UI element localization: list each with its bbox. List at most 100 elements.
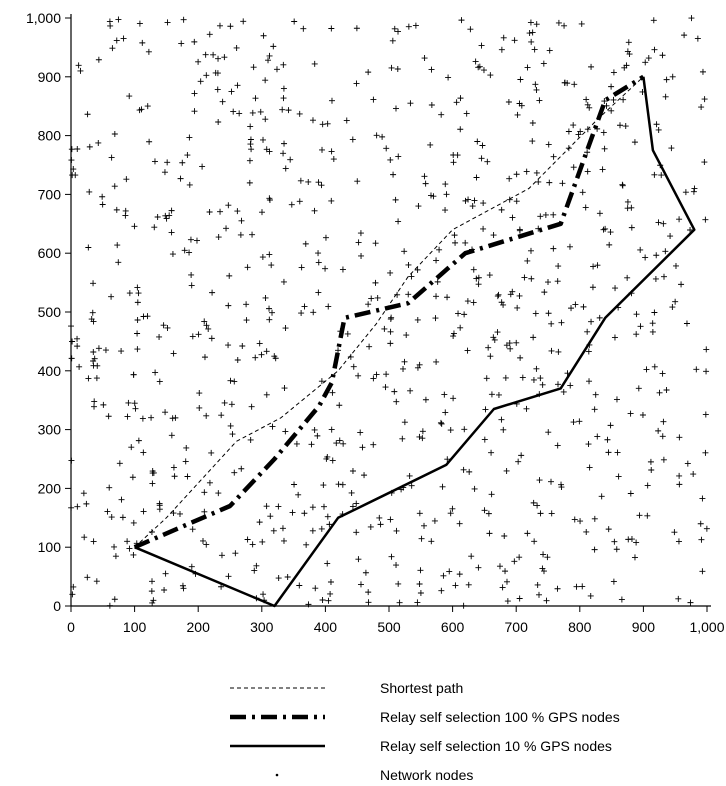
network-node-marker [203, 72, 210, 79]
network-node-marker [475, 281, 482, 288]
network-node-marker [416, 433, 423, 440]
network-node-marker [472, 58, 479, 65]
network-node-marker [596, 210, 603, 217]
network-node-marker [431, 517, 438, 524]
network-node-marker [475, 564, 482, 571]
network-node-marker [528, 275, 535, 282]
network-node-marker [339, 266, 346, 273]
x-axis-ticks: 0 100 200 300 400 500 600 700 800 900 1,000 [67, 606, 725, 635]
network-node-marker [494, 329, 501, 336]
network-node-marker [347, 353, 354, 360]
network-node-marker [134, 299, 141, 306]
network-node-marker [188, 271, 195, 278]
network-node-marker [293, 440, 300, 447]
network-node-marker [272, 355, 279, 362]
network-node-marker [328, 426, 335, 433]
legend-item-shortest-path: Shortest path [230, 680, 463, 696]
network-node-marker [329, 389, 336, 396]
network-node-marker [134, 346, 141, 353]
network-node-marker [86, 143, 93, 150]
network-node-marker [112, 553, 119, 560]
network-node-marker [318, 182, 325, 189]
network-node-marker [180, 585, 187, 592]
network-node-marker [74, 335, 81, 342]
network-node-marker [498, 416, 505, 423]
network-node-marker [571, 516, 578, 523]
network-node-marker [328, 148, 335, 155]
network-node-marker [280, 61, 287, 68]
network-node-marker [312, 585, 319, 592]
network-node-marker [262, 116, 269, 123]
network-node-marker [442, 181, 449, 188]
path-series [133, 74, 696, 608]
network-node-marker [287, 156, 294, 163]
network-node-marker [479, 142, 486, 149]
network-node-marker [166, 212, 173, 219]
network-node-marker [246, 157, 253, 164]
network-node-marker [430, 193, 437, 200]
network-node-marker [129, 474, 136, 481]
network-node-marker [324, 120, 331, 127]
network-node-marker [234, 208, 241, 215]
network-node-marker [627, 410, 634, 417]
x-tick-label: 800 [568, 619, 592, 635]
network-node-marker [534, 581, 541, 588]
network-node-marker [160, 322, 167, 329]
network-node-marker [309, 117, 316, 124]
network-node-marker [247, 123, 254, 130]
network-node-marker [548, 510, 555, 517]
network-node-marker [701, 96, 708, 103]
network-node-marker [85, 375, 92, 382]
network-node-marker [418, 535, 425, 542]
network-node-marker [509, 288, 516, 295]
network-node-marker [414, 266, 421, 273]
network-node-marker [401, 419, 408, 426]
network-node-marker [370, 375, 377, 382]
network-node-marker [357, 230, 364, 237]
network-node-marker [191, 90, 198, 97]
network-node-marker [517, 76, 524, 83]
y-tick-label: 1,000 [26, 10, 61, 26]
network-node-marker [339, 481, 346, 488]
network-node-marker [462, 239, 469, 246]
network-node-marker [349, 503, 356, 510]
network-node-marker [99, 193, 106, 200]
network-node-marker [208, 449, 215, 456]
network-node-marker [660, 273, 667, 280]
network-node-marker [681, 32, 688, 39]
network-node-marker [169, 251, 176, 258]
network-node-marker [516, 292, 523, 299]
network-node-marker [496, 563, 503, 570]
network-node-marker [481, 507, 488, 514]
network-node-marker [221, 399, 228, 406]
network-node-marker [343, 117, 350, 124]
network-node-marker [473, 174, 480, 181]
legend-item-relay-10: Relay self selection 10 % GPS nodes [230, 738, 612, 754]
network-node-marker [422, 396, 429, 403]
network-node-marker [651, 363, 658, 370]
network-node-marker [248, 146, 255, 153]
network-node-marker [252, 95, 259, 102]
network-node-marker [469, 203, 476, 210]
network-node-marker [523, 168, 530, 175]
network-node-marker [260, 32, 267, 39]
network-node-marker [622, 123, 629, 130]
network-node-marker [530, 376, 537, 383]
network-node-marker [639, 411, 646, 418]
network-node-marker [570, 164, 577, 171]
network-node-marker [684, 460, 691, 467]
network-node-marker [703, 346, 710, 353]
network-node-marker [357, 581, 364, 588]
network-node-marker [238, 217, 245, 224]
network-node-marker [395, 28, 402, 35]
network-node-marker [327, 578, 334, 585]
network-node-marker [524, 64, 531, 71]
network-node-marker [485, 344, 492, 351]
network-node-marker [265, 57, 272, 64]
network-node-marker [506, 196, 513, 203]
network-node-marker [201, 354, 208, 361]
network-node-marker [301, 510, 308, 517]
network-node-marker [201, 508, 208, 515]
network-node-marker [470, 266, 477, 273]
network-node-marker [428, 538, 435, 545]
